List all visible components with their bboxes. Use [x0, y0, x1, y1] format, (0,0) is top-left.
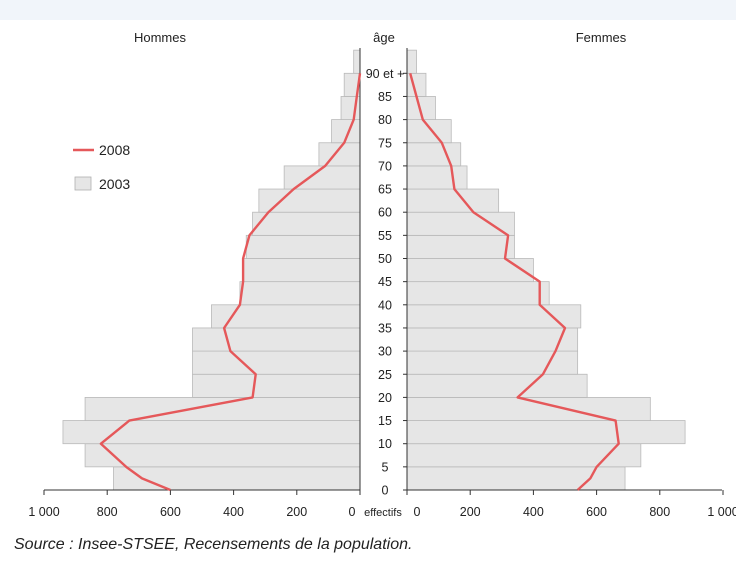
age-tick-label: 15	[378, 414, 392, 428]
bar-femmes-2003	[406, 142, 462, 167]
age-tick-label: 80	[378, 113, 392, 127]
line-hommes-2008	[99, 73, 362, 492]
femmes-label: Femmes	[576, 30, 627, 45]
bar-femmes-2003	[406, 188, 500, 213]
x-tick-label-right: 1 000	[707, 505, 736, 519]
bar-femmes-2003	[406, 420, 686, 445]
bar-femmes-2003	[406, 281, 550, 306]
age-tick-label: 35	[378, 321, 392, 335]
top-band	[0, 0, 736, 20]
bar-femmes-2003	[406, 165, 468, 190]
bar-femmes-2003	[406, 304, 582, 329]
bar-femmes-2003	[406, 350, 579, 375]
x-tick-label-left: 1 000	[28, 505, 59, 519]
bar-hommes-2003	[192, 327, 361, 352]
hommes-label: Hommes	[134, 30, 187, 45]
age-tick-label: 75	[378, 136, 392, 150]
bar-femmes-2003	[406, 234, 515, 259]
legend-box-2003	[74, 176, 92, 191]
bar-hommes-2003	[192, 373, 361, 398]
bar-hommes-2003	[84, 443, 361, 468]
bar-hommes-2003	[84, 396, 361, 421]
age-tick-label: 25	[378, 368, 392, 382]
source-note: Source : Insee-STSEE, Recensements de la…	[14, 536, 413, 553]
age-tick-label: 0	[382, 484, 389, 498]
hommes-bars-2003	[62, 49, 361, 491]
age-tick-label: 30	[378, 345, 392, 359]
effectifs-label: effectifs	[364, 507, 402, 519]
bar-femmes-2003	[406, 327, 579, 352]
x-tick-label-right: 200	[460, 505, 481, 519]
age-tick-label: 40	[378, 298, 392, 312]
x-tick-label-right: 400	[523, 505, 544, 519]
chart-legend: 2008 2003	[73, 142, 130, 192]
x-tick-label-left: 200	[286, 505, 307, 519]
femmes-bars-2003	[406, 49, 686, 491]
bar-hommes-2003	[318, 142, 361, 167]
line-femmes-2008	[409, 72, 620, 491]
x-tick-label-right: 600	[586, 505, 607, 519]
chart-axes	[44, 48, 722, 491]
bar-hommes-2003	[113, 466, 361, 491]
x-tick-label-left: 400	[223, 505, 244, 519]
bar-hommes-2003	[192, 350, 361, 375]
age-tick-label: 55	[378, 229, 392, 243]
age-tick-label: 60	[378, 206, 392, 220]
x-tick-label-left: 0	[349, 505, 356, 519]
x-tick-label-right: 0	[414, 505, 421, 519]
age-tick-label: 10	[378, 437, 392, 451]
age-tick-label: 5	[382, 460, 389, 474]
bar-femmes-2003	[406, 49, 417, 74]
bar-femmes-2003	[406, 466, 626, 491]
bar-hommes-2003	[245, 234, 361, 259]
bar-hommes-2003	[239, 281, 361, 306]
bar-femmes-2003	[406, 119, 452, 144]
bar-hommes-2003	[242, 258, 361, 283]
tick-labels: 1 000 800 600 400 200 0 0 200 400 600 800 1 000 0 5 10…	[28, 67, 736, 519]
x-tick-label-right: 800	[649, 505, 670, 519]
bar-hommes-2003	[62, 420, 361, 445]
legend-label-2008: 2008	[99, 142, 130, 158]
age-tick-label: 85	[378, 90, 392, 104]
bar-hommes-2003	[258, 188, 361, 213]
bar-femmes-2003	[406, 443, 642, 468]
age-tick-label: 50	[378, 252, 392, 266]
bar-hommes-2003	[252, 211, 361, 236]
age-tick-label: 45	[378, 275, 392, 289]
age-tick-label: 65	[378, 183, 392, 197]
x-tick-label-left: 800	[97, 505, 118, 519]
age-tick-label: 20	[378, 391, 392, 405]
bar-femmes-2003	[406, 373, 588, 398]
age-axis-label: âge	[373, 30, 395, 45]
bar-hommes-2003	[211, 304, 361, 329]
legend-label-2003: 2003	[99, 176, 130, 192]
bar-femmes-2003	[406, 211, 515, 236]
age-tick-label: 90 et +	[366, 67, 405, 81]
bar-hommes-2003	[353, 49, 361, 74]
bar-femmes-2003	[406, 258, 534, 283]
age-tick-label: 70	[378, 159, 392, 173]
x-tick-label-left: 600	[160, 505, 181, 519]
lines-2008	[99, 72, 620, 492]
